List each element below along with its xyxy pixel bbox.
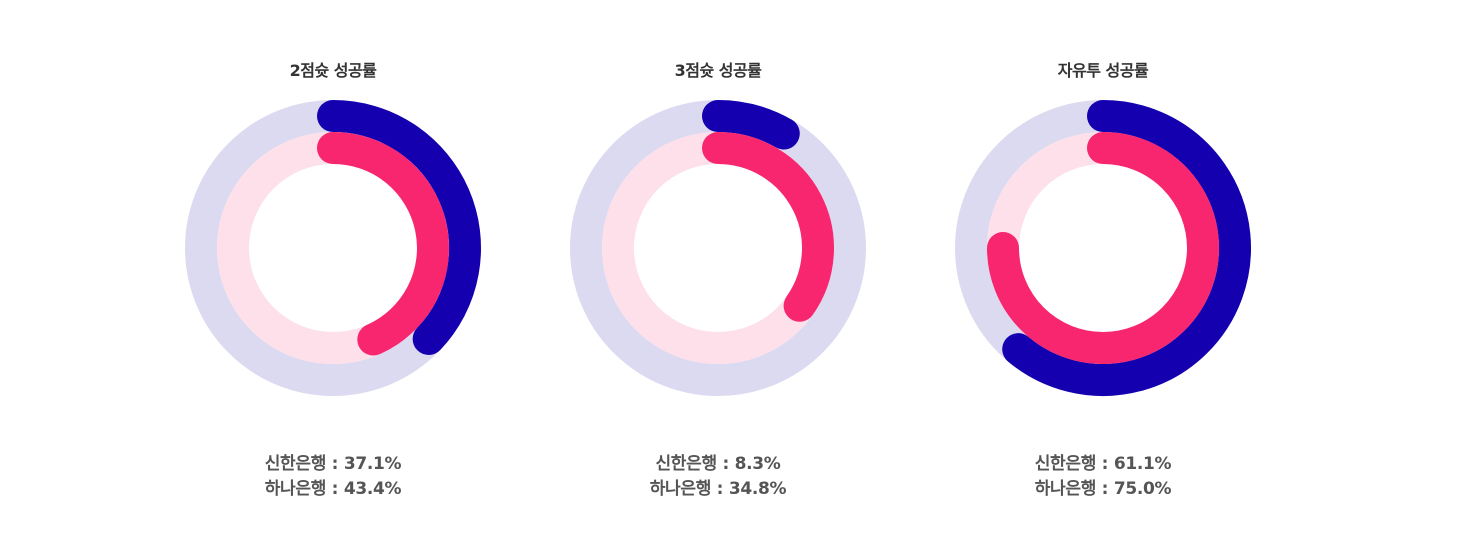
legend: 신한은행 : 61.1% 하나은행 : 75.0% [943, 452, 1263, 502]
legend-separator: : [1096, 454, 1114, 474]
donut-chart [185, 100, 481, 396]
ring-arc-shinhan [702, 100, 800, 150]
legend: 신한은행 : 8.3% 하나은행 : 34.8% [558, 452, 878, 502]
legend-shinhan-name: 신한은행 [1034, 454, 1097, 474]
ring-arc-hana [317, 132, 449, 356]
legend-separator: : [326, 479, 344, 499]
chart-2pt: 2점슛 성공률 신한은행 : 37.1% 하나은행 : 43.4% [173, 0, 493, 560]
legend-shinhan-name: 신한은행 [655, 454, 717, 474]
ring-arc-shinhan [1002, 100, 1251, 396]
legend-hana: 하나은행 : 43.4% [173, 477, 493, 502]
legend-shinhan-value: 61.1% [1113, 454, 1172, 474]
legend-shinhan-value: 8.3% [734, 454, 781, 474]
legend-separator: : [1096, 479, 1114, 499]
legend-shinhan-name: 신한은행 [264, 454, 327, 474]
legend-shinhan: 신한은행 : 8.3% [558, 452, 878, 477]
legend-hana-name: 하나은행 [649, 479, 712, 499]
ring-arc-shinhan [317, 100, 481, 355]
legend-hana: 하나은행 : 34.8% [558, 477, 878, 502]
chart-title: 2점슛 성공률 [289, 61, 377, 80]
legend-shinhan: 신한은행 : 61.1% [943, 452, 1263, 477]
legend-hana-name: 하나은행 [1034, 479, 1097, 499]
legend-hana-value: 75.0% [1113, 479, 1172, 499]
legend-hana: 하나은행 : 75.0% [943, 477, 1263, 502]
legend-separator: : [711, 479, 729, 499]
legend-separator: : [716, 454, 735, 474]
chart-3pt: 3점슛 성공률 신한은행 : 8.3% 하나은행 : 34.8% [558, 0, 878, 560]
legend-hana-value: 34.8% [728, 479, 787, 499]
legend-shinhan-value: 37.1% [343, 454, 402, 474]
legend: 신한은행 : 37.1% 하나은행 : 43.4% [173, 452, 493, 502]
legend-hana-name: 하나은행 [264, 479, 327, 499]
ring-arc-hana [702, 132, 834, 322]
legend-separator: : [326, 454, 344, 474]
ring-arc-hana [987, 132, 1219, 364]
donut-chart [570, 100, 866, 396]
legend-shinhan: 신한은행 : 37.1% [173, 452, 493, 477]
chart-title: 자유투 성공률 [1057, 61, 1149, 80]
donut-chart [955, 100, 1251, 396]
chart-title: 3점슛 성공률 [674, 61, 762, 80]
chart-freethrow: 자유투 성공률 신한은행 : 61.1% 하나은행 : 75.0% [943, 0, 1263, 560]
legend-hana-value: 43.4% [343, 479, 402, 499]
